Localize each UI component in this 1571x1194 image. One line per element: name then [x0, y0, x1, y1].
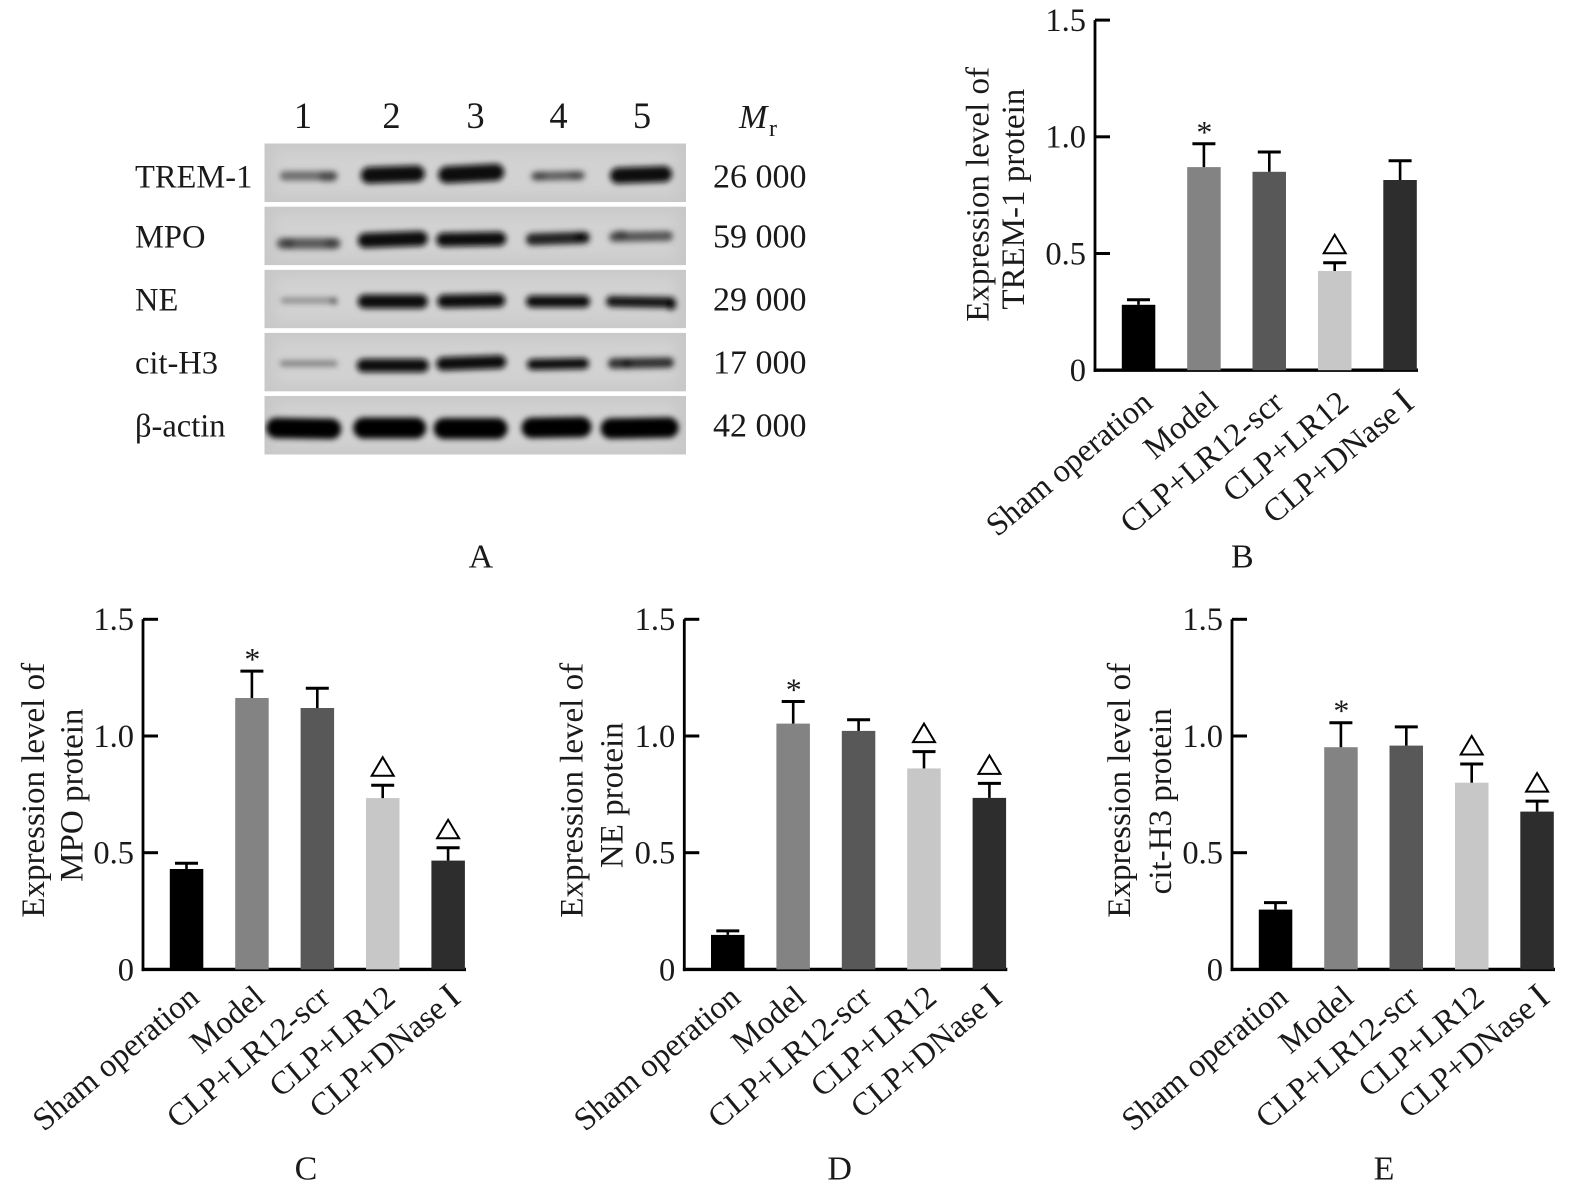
svg-text:1.0: 1.0 — [635, 719, 676, 755]
svg-text:NE: NE — [135, 282, 178, 318]
svg-text:0.5: 0.5 — [1045, 236, 1086, 272]
svg-text:E: E — [1374, 1150, 1395, 1187]
svg-text:1.5: 1.5 — [1182, 602, 1223, 638]
svg-text:26 000: 26 000 — [713, 158, 807, 195]
svg-text:C: C — [295, 1150, 318, 1187]
svg-text:*: * — [1196, 114, 1212, 150]
svg-text:*: * — [786, 672, 802, 708]
svg-text:TREM-1 protein: TREM-1 protein — [996, 89, 1032, 310]
svg-text:2: 2 — [382, 95, 400, 136]
svg-text:0: 0 — [1070, 353, 1086, 389]
svg-text:42 000: 42 000 — [713, 407, 807, 444]
svg-text:59 000: 59 000 — [713, 218, 807, 255]
svg-text:M: M — [738, 99, 769, 136]
svg-text:D: D — [827, 1150, 852, 1187]
svg-text:0.5: 0.5 — [1182, 836, 1223, 872]
svg-text:0: 0 — [118, 952, 134, 988]
svg-text:1.0: 1.0 — [1045, 120, 1086, 156]
svg-text:0.5: 0.5 — [635, 836, 676, 872]
svg-text:1: 1 — [294, 95, 312, 136]
svg-text:r: r — [769, 116, 777, 142]
svg-text:B: B — [1231, 539, 1254, 576]
svg-text:0: 0 — [659, 952, 675, 988]
svg-text:β-actin: β-actin — [135, 408, 226, 444]
svg-text:5: 5 — [633, 95, 651, 136]
svg-text:1.5: 1.5 — [1045, 3, 1086, 39]
svg-text:1.5: 1.5 — [635, 602, 676, 638]
svg-text:3: 3 — [466, 95, 484, 136]
svg-text:29 000: 29 000 — [713, 281, 807, 318]
svg-text:NE protein: NE protein — [595, 722, 631, 868]
svg-text:4: 4 — [549, 95, 567, 136]
svg-text:MPO protein: MPO protein — [54, 709, 90, 882]
svg-text:cit-H3: cit-H3 — [135, 345, 218, 381]
svg-text:0.5: 0.5 — [93, 836, 134, 872]
svg-text:TREM-1: TREM-1 — [135, 159, 252, 195]
svg-text:*: * — [1333, 693, 1349, 729]
svg-text:*: * — [244, 641, 260, 677]
svg-text:0: 0 — [1207, 952, 1223, 988]
svg-text:1.0: 1.0 — [1182, 719, 1223, 755]
svg-text:1.0: 1.0 — [93, 719, 134, 755]
svg-text:Expression level of: Expression level of — [1102, 663, 1138, 918]
svg-text:1.5: 1.5 — [93, 602, 134, 638]
svg-text:Expression level of: Expression level of — [555, 663, 591, 918]
svg-text:A: A — [469, 538, 494, 575]
svg-text:Expression level of: Expression level of — [961, 67, 997, 322]
svg-text:17 000: 17 000 — [713, 344, 807, 381]
svg-text:Expression level of: Expression level of — [16, 663, 52, 918]
svg-text:cit-H3 protein: cit-H3 protein — [1143, 708, 1179, 894]
svg-text:MPO: MPO — [135, 219, 205, 255]
